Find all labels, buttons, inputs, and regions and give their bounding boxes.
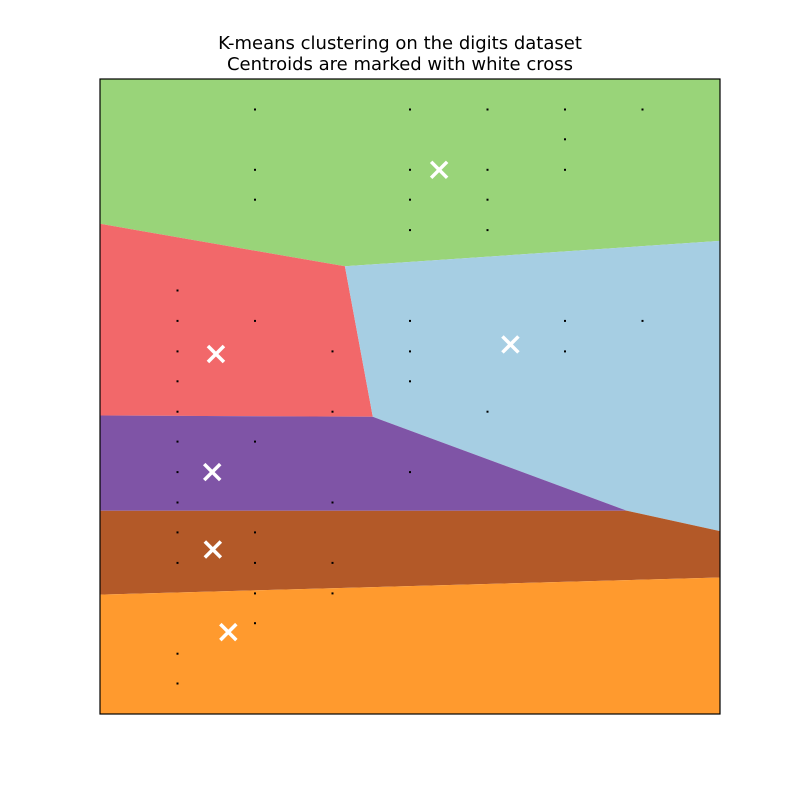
data-point bbox=[486, 198, 489, 201]
data-point bbox=[409, 319, 411, 322]
data-point bbox=[486, 108, 489, 111]
data-point bbox=[176, 380, 179, 383]
data-point bbox=[409, 350, 411, 353]
data-point bbox=[564, 168, 566, 171]
data-point bbox=[641, 319, 644, 322]
centroid-cross-6 bbox=[219, 622, 238, 642]
data-point bbox=[486, 168, 489, 171]
data-point bbox=[331, 501, 334, 504]
data-point bbox=[564, 350, 566, 353]
cluster-region-4 bbox=[100, 415, 627, 511]
centroid-markers bbox=[202, 160, 520, 642]
data-point bbox=[409, 198, 411, 201]
cluster-regions bbox=[100, 79, 720, 714]
data-point bbox=[331, 410, 334, 413]
data-points bbox=[176, 108, 644, 685]
centroid-cross-3 bbox=[501, 335, 520, 354]
chart-subtitle: Centroids are marked with white cross bbox=[226, 54, 574, 75]
data-point bbox=[331, 561, 334, 564]
data-point bbox=[486, 229, 489, 232]
data-point bbox=[254, 319, 256, 322]
data-point bbox=[254, 622, 256, 625]
plot-frame bbox=[99, 78, 721, 715]
data-point bbox=[331, 592, 334, 595]
data-point bbox=[331, 350, 334, 353]
chart-title-block: K-means clustering on the digits dataset… bbox=[0, 33, 800, 75]
data-point bbox=[176, 682, 179, 685]
data-point bbox=[176, 319, 179, 322]
data-point bbox=[409, 229, 411, 232]
chart-title: K-means clustering on the digits dataset bbox=[218, 33, 582, 54]
data-point bbox=[409, 108, 411, 111]
data-point bbox=[254, 440, 256, 443]
data-point bbox=[254, 592, 256, 595]
data-point bbox=[564, 138, 566, 141]
data-point bbox=[176, 501, 179, 504]
data-point bbox=[254, 561, 256, 564]
data-point bbox=[641, 108, 644, 111]
data-point bbox=[176, 289, 179, 292]
data-point bbox=[176, 531, 179, 534]
cluster-region-2 bbox=[100, 223, 373, 417]
centroid-cross-5 bbox=[203, 540, 223, 559]
data-point bbox=[176, 410, 179, 413]
data-point bbox=[564, 319, 566, 322]
data-point bbox=[254, 168, 256, 171]
data-point bbox=[409, 168, 411, 171]
data-point bbox=[564, 108, 566, 111]
data-point bbox=[486, 410, 489, 413]
data-point bbox=[409, 471, 411, 474]
data-point bbox=[254, 108, 256, 111]
data-point bbox=[176, 652, 179, 655]
data-point bbox=[176, 561, 179, 564]
centroid-cross-4 bbox=[202, 462, 222, 482]
data-point bbox=[176, 350, 179, 353]
data-point bbox=[254, 531, 256, 534]
cluster-region-6 bbox=[100, 577, 720, 714]
data-point bbox=[176, 471, 179, 474]
cluster-region-3 bbox=[344, 240, 720, 532]
centroid-cross-1 bbox=[429, 160, 449, 180]
cluster-region-1 bbox=[100, 79, 720, 267]
centroid-cross-2 bbox=[206, 344, 226, 364]
data-point bbox=[254, 198, 256, 201]
data-point bbox=[176, 440, 179, 443]
data-point bbox=[409, 380, 411, 383]
